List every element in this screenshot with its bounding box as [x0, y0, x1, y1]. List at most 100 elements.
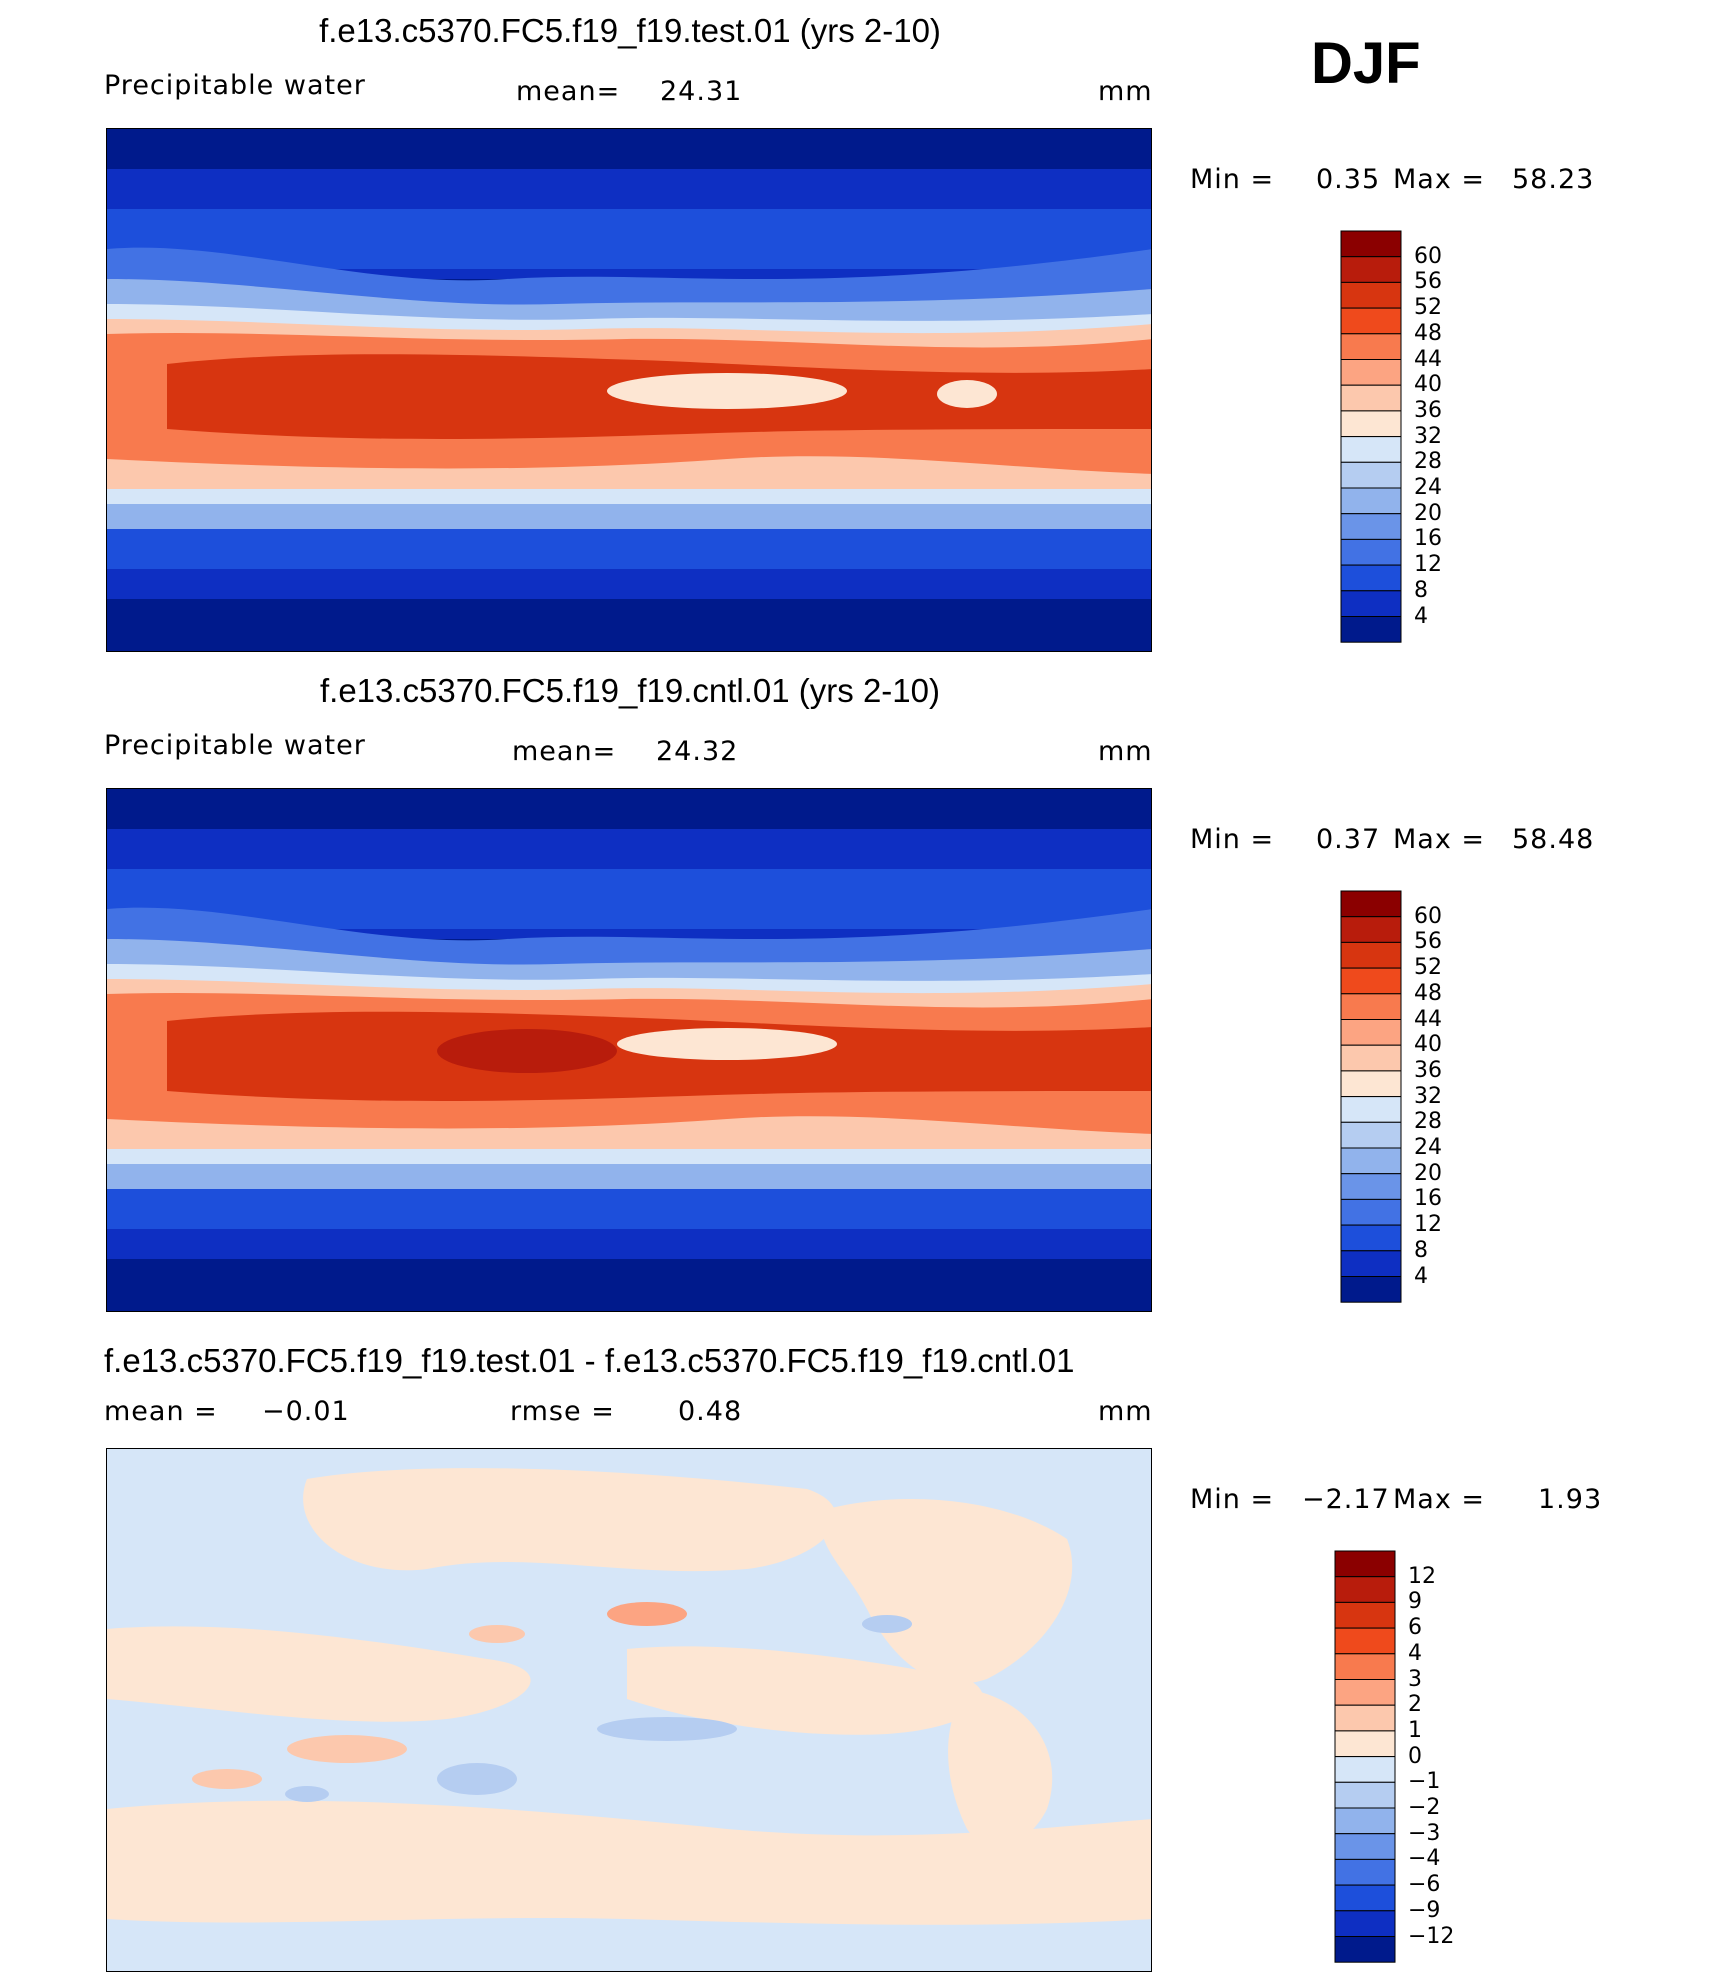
panel-1-max-value: 58.23 [1512, 164, 1595, 195]
colorbar-tick-label: 8 [1414, 1237, 1428, 1263]
colorbar-tick-label: 20 [1414, 500, 1442, 526]
colorbar-swatch [1340, 1224, 1402, 1252]
panel-1-mean-label: mean= [516, 76, 621, 107]
season-label: DJF [1311, 31, 1421, 96]
colorbar-tick-label: 48 [1414, 980, 1442, 1006]
colorbar-tick-label: 40 [1414, 1032, 1442, 1058]
colorbar-svg [1340, 890, 1402, 1303]
colorbar-swatch [1334, 1858, 1396, 1886]
colorbar-swatch [1340, 384, 1402, 412]
colorbar-tick-label: 52 [1414, 955, 1442, 981]
colorbar-tick-label: 24 [1414, 1135, 1442, 1160]
panel-3-rmse-value: 0.48 [678, 1396, 743, 1427]
panel-1-title: f.e13.c5370.FC5.f19_f19.test.01 (yrs 2-1… [319, 12, 941, 49]
colorbar-tick-label: 4 [1414, 1263, 1428, 1289]
colorbar-tick-label: 16 [1414, 526, 1442, 552]
colorbar-swatch [1340, 1250, 1402, 1277]
colorbar-swatch [1334, 1756, 1396, 1783]
panel-3-mean-label: mean = [104, 1396, 218, 1427]
colorbar-tick-label: 56 [1414, 269, 1442, 295]
panel-1-mean-value: 24.31 [660, 76, 743, 107]
colorbar-swatch [1334, 1833, 1396, 1860]
colorbar-swatch [1340, 1276, 1402, 1303]
panel-2-colorbar: 60 56 52 48 44 40 36 32 28 24 20 16 12 8 4 [1340, 890, 1500, 1303]
colorbar-tick-label: 56 [1414, 929, 1442, 955]
panel-2-mean-value: 24.32 [656, 736, 739, 767]
colorbar-swatch [1340, 564, 1402, 592]
colorbar-swatch [1340, 916, 1402, 943]
colorbar-swatch [1340, 1070, 1402, 1098]
panel-1-variable: Precipitable water [104, 70, 366, 101]
colorbar-tick-label: 52 [1414, 295, 1442, 321]
panel-1-map [106, 128, 1152, 652]
colorbar-swatch [1334, 1781, 1396, 1809]
panel-2-map [106, 788, 1152, 1312]
colorbar-tick-label: 32 [1414, 1083, 1442, 1109]
panel-3-title: f.e13.c5370.FC5.f19_f19.test.01 - f.e13.… [104, 1342, 1075, 1379]
colorbar-swatch [1340, 1121, 1402, 1149]
colorbar-tick-label: 40 [1414, 372, 1442, 398]
colorbar-swatch [1340, 1044, 1402, 1072]
colorbar-svg [1340, 230, 1402, 643]
colorbar-swatch [1340, 307, 1402, 335]
panel-2-title: f.e13.c5370.FC5.f19_f19.cntl.01 (yrs 2-1… [319, 672, 940, 709]
panel-1-colorbar: 60 56 52 48 44 40 36 32 28 24 20 16 12 8 4 [1340, 230, 1500, 643]
panel-3-map [106, 1448, 1152, 1972]
colorbar-tick-label: 28 [1414, 1109, 1442, 1135]
colorbar-tick-label: 0 [1408, 1743, 1422, 1769]
panel-2-mean-label: mean= [512, 736, 617, 767]
colorbar-swatch [1340, 281, 1402, 309]
colorbar-tick-label: −9 [1408, 1897, 1441, 1923]
colorbar-swatch [1334, 1936, 1396, 1963]
colorbar-tick-label: 6 [1408, 1615, 1422, 1641]
colorbar-swatch [1340, 967, 1402, 995]
colorbar-swatch [1334, 1704, 1396, 1732]
panel-3-max-label: Max = [1393, 1484, 1486, 1515]
colorbar-tick-label: −2 [1408, 1795, 1441, 1820]
colorbar-swatch [1340, 461, 1402, 489]
colorbar-tick-label: 8 [1414, 577, 1428, 603]
panel-3-mean-value: −0.01 [262, 1396, 350, 1427]
colorbar-tick-label: 12 [1408, 1563, 1436, 1589]
panel-3-min-label: Min = [1190, 1484, 1275, 1515]
colorbar-swatch [1340, 333, 1402, 361]
colorbar-tick-label: 60 [1414, 243, 1442, 269]
colorbar-swatch [1340, 1198, 1402, 1226]
colorbar-swatch [1340, 616, 1402, 643]
colorbar-tick-label: 36 [1414, 397, 1442, 423]
colorbar-swatch [1334, 1576, 1396, 1603]
panel-3-max-value: 1.93 [1538, 1484, 1603, 1515]
panel-2-min-value: 0.37 [1316, 824, 1381, 855]
panel-2-max-label: Max = [1393, 824, 1486, 855]
colorbar-swatch [1340, 359, 1402, 386]
colorbar-tick-label: 44 [1414, 1006, 1442, 1032]
panel-2-units: mm [1098, 736, 1153, 767]
panel-1-min-label: Min = [1190, 164, 1275, 195]
colorbar-swatch [1334, 1653, 1396, 1681]
panel-3-units: mm [1098, 1396, 1153, 1427]
colorbar-swatch [1340, 230, 1402, 258]
colorbar-swatch [1340, 993, 1402, 1021]
colorbar-swatch [1340, 941, 1402, 969]
panel-3-colorbar: 12 9 6 4 3 2 1 0 −1 −2 −3 −4 −6 −9 −12 [1334, 1550, 1494, 1963]
panel-2-variable: Precipitable water [104, 730, 366, 761]
colorbar-tick-label: 2 [1408, 1692, 1422, 1718]
colorbar-tick-label: 24 [1414, 475, 1442, 500]
colorbar-tick-label: 32 [1414, 423, 1442, 449]
colorbar-tick-label: 4 [1408, 1640, 1422, 1666]
panel-1-min-value: 0.35 [1316, 164, 1381, 195]
colorbar-swatch [1340, 1019, 1402, 1046]
colorbar-tick-label: 4 [1414, 603, 1428, 629]
colorbar-swatch [1340, 590, 1402, 617]
colorbar-tick-label: 48 [1414, 320, 1442, 346]
colorbar-swatch [1334, 1910, 1396, 1937]
colorbar-swatch [1340, 513, 1402, 540]
colorbar-swatch [1340, 890, 1402, 918]
colorbar-tick-label: −6 [1408, 1872, 1441, 1898]
colorbar-tick-label: 16 [1414, 1186, 1442, 1212]
colorbar-tick-label: −3 [1408, 1820, 1441, 1846]
colorbar-tick-label: 36 [1414, 1057, 1442, 1083]
panel-1-max-label: Max = [1393, 164, 1486, 195]
colorbar-tick-label: 20 [1414, 1160, 1442, 1186]
colorbar-tick-label: −4 [1408, 1846, 1441, 1872]
